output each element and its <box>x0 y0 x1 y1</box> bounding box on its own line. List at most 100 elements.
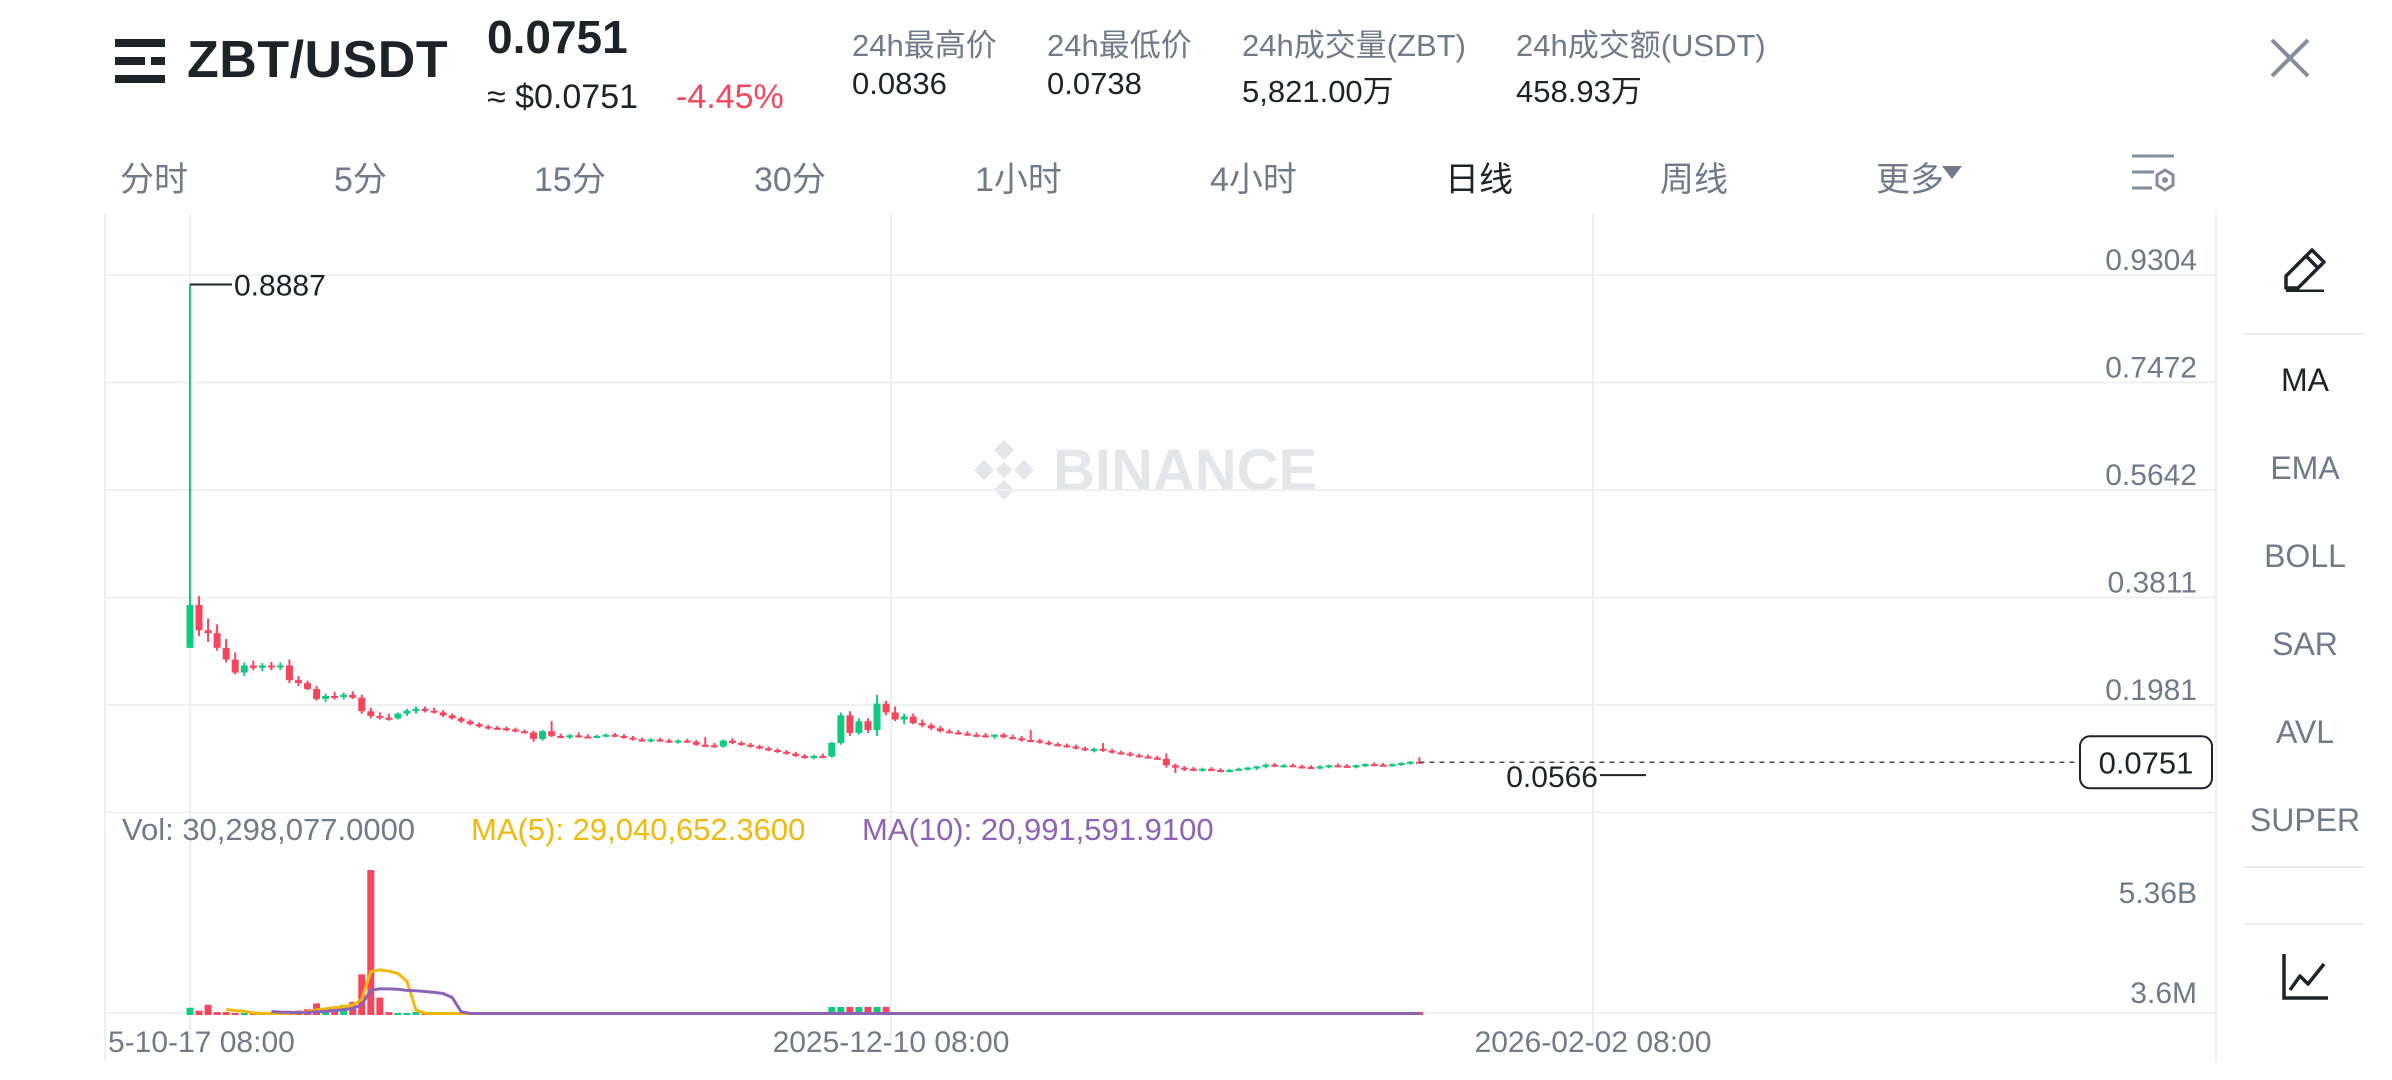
tab-5m[interactable]: 5分 <box>334 161 387 199</box>
trading-pair[interactable]: ZBT/USDT <box>187 31 449 89</box>
candle-body <box>1244 767 1252 770</box>
volume-bar <box>1271 1012 1279 1015</box>
volume-bar <box>466 1012 474 1015</box>
volume-bar <box>855 1007 863 1015</box>
menu-icon[interactable] <box>115 36 165 86</box>
tab-1h[interactable]: 1小时 <box>975 161 1062 199</box>
volume-bar <box>1388 1012 1396 1015</box>
volume-bar <box>358 974 366 1015</box>
volume-bar <box>394 1013 402 1015</box>
candle-body <box>231 659 239 673</box>
volume-bar <box>530 1012 538 1015</box>
candle-body <box>1054 744 1062 747</box>
candle-body <box>493 727 501 730</box>
candle-body <box>837 715 845 743</box>
chart-settings-icon[interactable] <box>2130 150 2176 196</box>
candle-body <box>511 729 519 732</box>
volume-bar <box>737 1012 745 1015</box>
last-price: 0.0751 <box>487 11 628 63</box>
volume-bar <box>710 1012 718 1015</box>
candle-body <box>430 710 438 713</box>
candle-body <box>638 739 646 742</box>
indicator-avl[interactable]: AVL <box>2275 714 2335 750</box>
candle-body <box>783 751 791 754</box>
candle-body <box>421 708 429 711</box>
tab-more[interactable]: 更多 <box>1876 161 1944 199</box>
volume-bar <box>1307 1012 1315 1015</box>
volume-bar <box>1171 1012 1179 1015</box>
tab-30m[interactable]: 30分 <box>754 161 826 199</box>
volume-bar <box>1361 1012 1369 1015</box>
volume-bar <box>1226 1012 1234 1015</box>
volume-bar <box>1189 1012 1197 1015</box>
volume-bar <box>972 1012 980 1015</box>
volume-bar <box>728 1012 736 1015</box>
close-icon[interactable] <box>2266 34 2314 82</box>
candle-body <box>746 744 754 747</box>
tab-1w[interactable]: 周线 <box>1660 161 1728 199</box>
volume-bar <box>430 1012 438 1015</box>
volume-bar <box>828 1007 836 1015</box>
candle-body <box>367 711 375 716</box>
volume-bar <box>403 1013 411 1015</box>
volume-bar <box>701 1012 709 1015</box>
candle-body <box>1307 767 1315 770</box>
candle-body <box>1126 753 1134 756</box>
candle-body <box>385 717 393 720</box>
candle-body <box>1108 750 1116 753</box>
candle-body <box>439 712 447 716</box>
volume-bar <box>656 1012 664 1015</box>
candle-body <box>249 665 257 668</box>
tab-1d[interactable]: 日线 <box>1445 161 1513 199</box>
candle-body <box>1027 740 1035 743</box>
tab-timeline[interactable]: 分时 <box>120 161 188 199</box>
candle-body <box>765 748 773 751</box>
indicator-ema[interactable]: EMA <box>2270 450 2340 486</box>
price-axis-tick: 0.5642 <box>2105 459 2197 492</box>
pencil-icon[interactable] <box>2282 246 2328 292</box>
candle-body <box>1117 752 1125 755</box>
indicator-super[interactable]: SUPER <box>2249 802 2361 838</box>
trend-chart-icon[interactable] <box>2280 952 2330 1002</box>
candle-body <box>1253 766 1261 769</box>
volume-bar <box>1063 1012 1071 1015</box>
tab-4h[interactable]: 4小时 <box>1210 161 1297 199</box>
candle-body <box>267 665 275 668</box>
candle-body <box>710 745 718 748</box>
volume-bar <box>258 1013 266 1015</box>
candle-body <box>340 694 348 698</box>
candle-body <box>611 734 619 737</box>
indicator-boll[interactable]: BOLL <box>2264 538 2346 574</box>
candle-body <box>593 735 601 738</box>
volume-bar <box>774 1012 782 1015</box>
volume-bar <box>1027 1012 1035 1015</box>
candle-body <box>810 755 818 758</box>
volume-bar <box>882 1007 890 1015</box>
candle-body <box>195 604 203 631</box>
candle-body <box>1334 765 1342 768</box>
volume-bar <box>240 1013 248 1015</box>
tab-15m[interactable]: 15分 <box>534 161 606 199</box>
time-axis-tick: 2025-12-10 08:00 <box>773 1026 1010 1059</box>
stat-high-label: 24h最高价 <box>852 28 997 63</box>
price-change-percent: -4.45% <box>676 78 784 116</box>
volume-bar <box>1217 1012 1225 1015</box>
stat-turnover-label: 24h成交额(USDT) <box>1516 28 1766 63</box>
indicator-ma[interactable]: MA <box>2281 362 2329 398</box>
candle-body <box>1352 765 1360 768</box>
candle-body <box>1217 769 1225 772</box>
candle-body <box>882 703 890 713</box>
volume-ma10-line <box>271 987 1420 1015</box>
volume-bar <box>1253 1012 1261 1015</box>
volume-bar <box>457 1012 465 1015</box>
candle-body <box>403 710 411 714</box>
volume-bar <box>873 1007 881 1015</box>
candle-body <box>1009 737 1017 740</box>
volume-bar <box>1397 1012 1405 1015</box>
candle-body <box>1208 768 1216 771</box>
volume-bar <box>1180 1012 1188 1015</box>
candle-body <box>1099 748 1107 751</box>
indicator-sar[interactable]: SAR <box>2272 626 2338 662</box>
volume-bar <box>1000 1012 1008 1015</box>
candle-body <box>1226 769 1234 772</box>
